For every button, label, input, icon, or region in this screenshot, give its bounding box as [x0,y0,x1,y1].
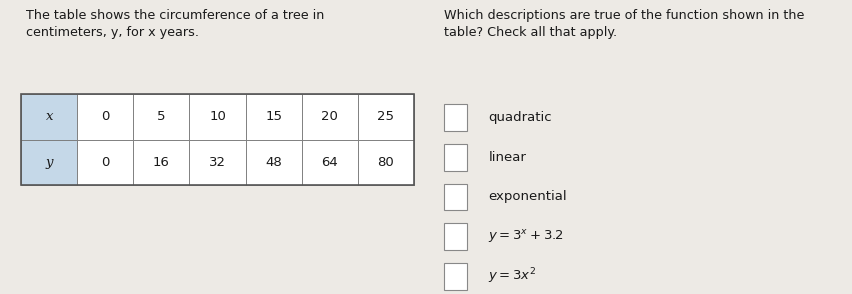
FancyBboxPatch shape [443,184,467,210]
FancyBboxPatch shape [21,94,78,140]
FancyBboxPatch shape [357,140,413,185]
Text: $y=3^x+3.2$: $y=3^x+3.2$ [487,228,564,245]
FancyBboxPatch shape [133,94,189,140]
FancyBboxPatch shape [245,140,302,185]
FancyBboxPatch shape [443,144,467,171]
FancyBboxPatch shape [189,140,245,185]
FancyBboxPatch shape [443,223,467,250]
Text: 10: 10 [209,110,226,123]
Text: 48: 48 [265,156,282,169]
Text: 64: 64 [321,156,337,169]
FancyBboxPatch shape [302,94,357,140]
Text: 15: 15 [265,110,282,123]
FancyBboxPatch shape [78,94,133,140]
Text: linear: linear [487,151,526,164]
Text: 0: 0 [101,110,109,123]
Text: 16: 16 [153,156,170,169]
Text: $y=3x^2$: $y=3x^2$ [487,267,536,286]
FancyBboxPatch shape [21,140,78,185]
Text: 25: 25 [377,110,394,123]
FancyBboxPatch shape [78,140,133,185]
FancyBboxPatch shape [189,94,245,140]
Text: The table shows the circumference of a tree in
centimeters, y, for x years.: The table shows the circumference of a t… [26,9,324,39]
Text: 0: 0 [101,156,109,169]
FancyBboxPatch shape [302,140,357,185]
Text: 80: 80 [377,156,394,169]
FancyBboxPatch shape [357,94,413,140]
Text: exponential: exponential [487,191,567,203]
Text: 5: 5 [157,110,165,123]
Text: quadratic: quadratic [487,111,551,124]
FancyBboxPatch shape [245,94,302,140]
FancyBboxPatch shape [133,140,189,185]
Text: Which descriptions are true of the function shown in the
table? Check all that a: Which descriptions are true of the funct… [443,9,803,39]
Text: y: y [45,156,53,169]
Text: 20: 20 [321,110,337,123]
Text: 32: 32 [209,156,226,169]
FancyBboxPatch shape [443,263,467,290]
FancyBboxPatch shape [443,104,467,131]
Text: x: x [45,110,53,123]
